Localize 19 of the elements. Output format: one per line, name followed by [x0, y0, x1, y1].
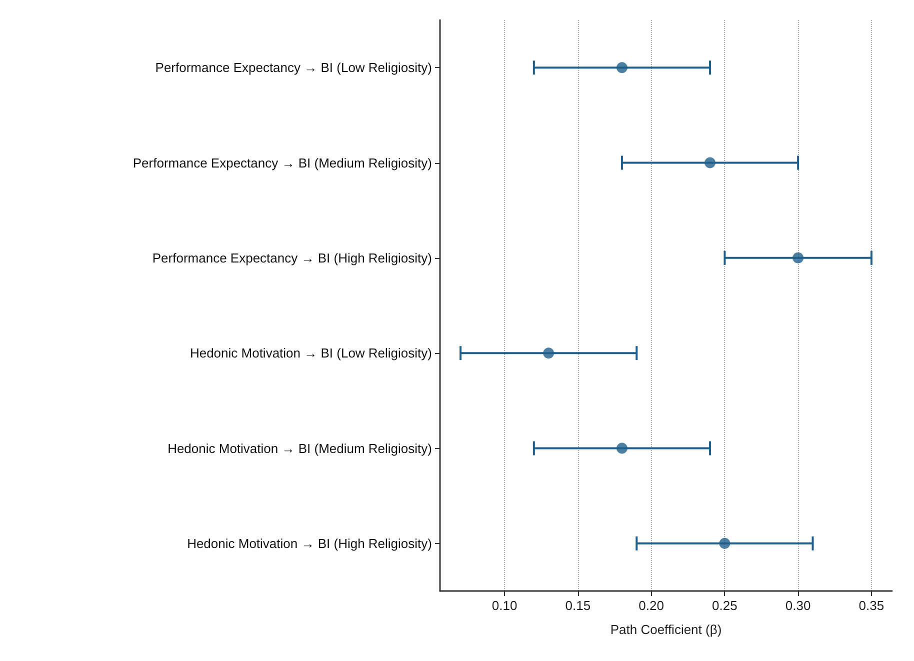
point: [616, 442, 628, 454]
x-tick-label: 0.35: [858, 598, 884, 613]
y-tick-label: Hedonic Motivation → BI (Medium Religiosity): [168, 440, 432, 456]
x-tick-label: 0.30: [785, 598, 811, 613]
point: [792, 252, 804, 264]
point: [543, 348, 554, 359]
x-tick-label: 0.25: [712, 598, 738, 613]
point: [616, 62, 628, 74]
y-tick-label: Hedonic Motivation → BI (Low Religiosity): [190, 346, 432, 361]
x-axis-title: Path Coefficient (β): [610, 622, 722, 637]
x-tick-label: 0.10: [492, 598, 518, 613]
y-tick-label: Performance Expectancy → BI (Medium Religiosity): [132, 155, 432, 170]
y-tick-label: Performance Expectancy → BI (Low Religiosity): [155, 60, 432, 76]
point: [704, 157, 716, 168]
y-tick-label: Performance Expectancy → BI (High Religiosity): [152, 250, 432, 266]
x-tick-label: 0.15: [565, 598, 591, 613]
point: [719, 538, 730, 549]
y-tick-label: Hedonic Motivation → BI (High Religiosity): [187, 536, 432, 551]
x-tick-label: 0.20: [638, 598, 664, 613]
